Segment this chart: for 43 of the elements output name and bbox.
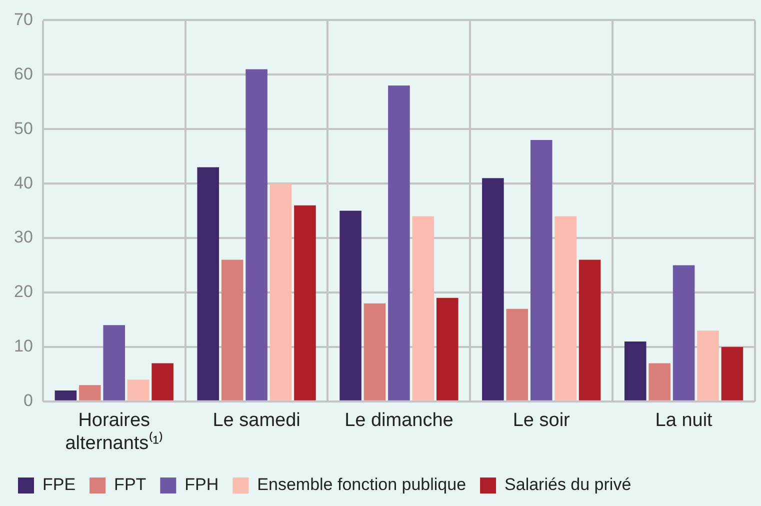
- y-tick-label: 60: [14, 64, 33, 84]
- x-tick-label: Le dimanche: [344, 410, 454, 432]
- legend-label: Ensemble fonction publique: [257, 475, 466, 494]
- bar: [648, 363, 670, 400]
- bar: [197, 167, 220, 400]
- x-tick-label: Horaires alternants⁽¹⁾: [65, 410, 164, 454]
- bar: [672, 265, 695, 400]
- bar: [103, 325, 126, 400]
- bar: [697, 330, 719, 400]
- legend-label: FPH: [184, 475, 219, 494]
- bar: [127, 380, 150, 400]
- bar: [364, 303, 386, 400]
- y-tick-label: 40: [14, 173, 33, 192]
- bar: [388, 86, 410, 400]
- bar: [412, 216, 434, 400]
- y-tick-label: 70: [14, 10, 33, 29]
- y-tick-label: 20: [14, 282, 33, 302]
- bar: [340, 210, 362, 400]
- bar: [624, 341, 646, 400]
- y-tick-label: 30: [14, 228, 33, 247]
- bar: [721, 346, 744, 400]
- bar: [554, 216, 576, 400]
- bar: [246, 69, 268, 400]
- y-tick-label: 0: [23, 391, 33, 410]
- x-tick-label: La nuit: [655, 410, 714, 432]
- bar: [436, 298, 458, 400]
- bar: [506, 308, 528, 400]
- bar: [221, 260, 244, 400]
- bar: [482, 178, 504, 400]
- bar: [79, 385, 101, 400]
- legend-label: FPT: [114, 475, 146, 494]
- y-tick-label: 10: [14, 336, 33, 356]
- y-tick-label: 50: [14, 118, 33, 138]
- x-tick-label: Le samedi: [212, 410, 300, 432]
- bar: [578, 260, 601, 400]
- bar: [530, 140, 552, 400]
- bar: [270, 184, 292, 400]
- legend-label: Salariés du privé: [504, 475, 632, 494]
- x-tick-label: Le soir: [512, 410, 571, 432]
- bar: [152, 363, 174, 400]
- bar: [294, 205, 316, 400]
- bar: [54, 390, 77, 400]
- legend-label: FPE: [42, 475, 76, 494]
